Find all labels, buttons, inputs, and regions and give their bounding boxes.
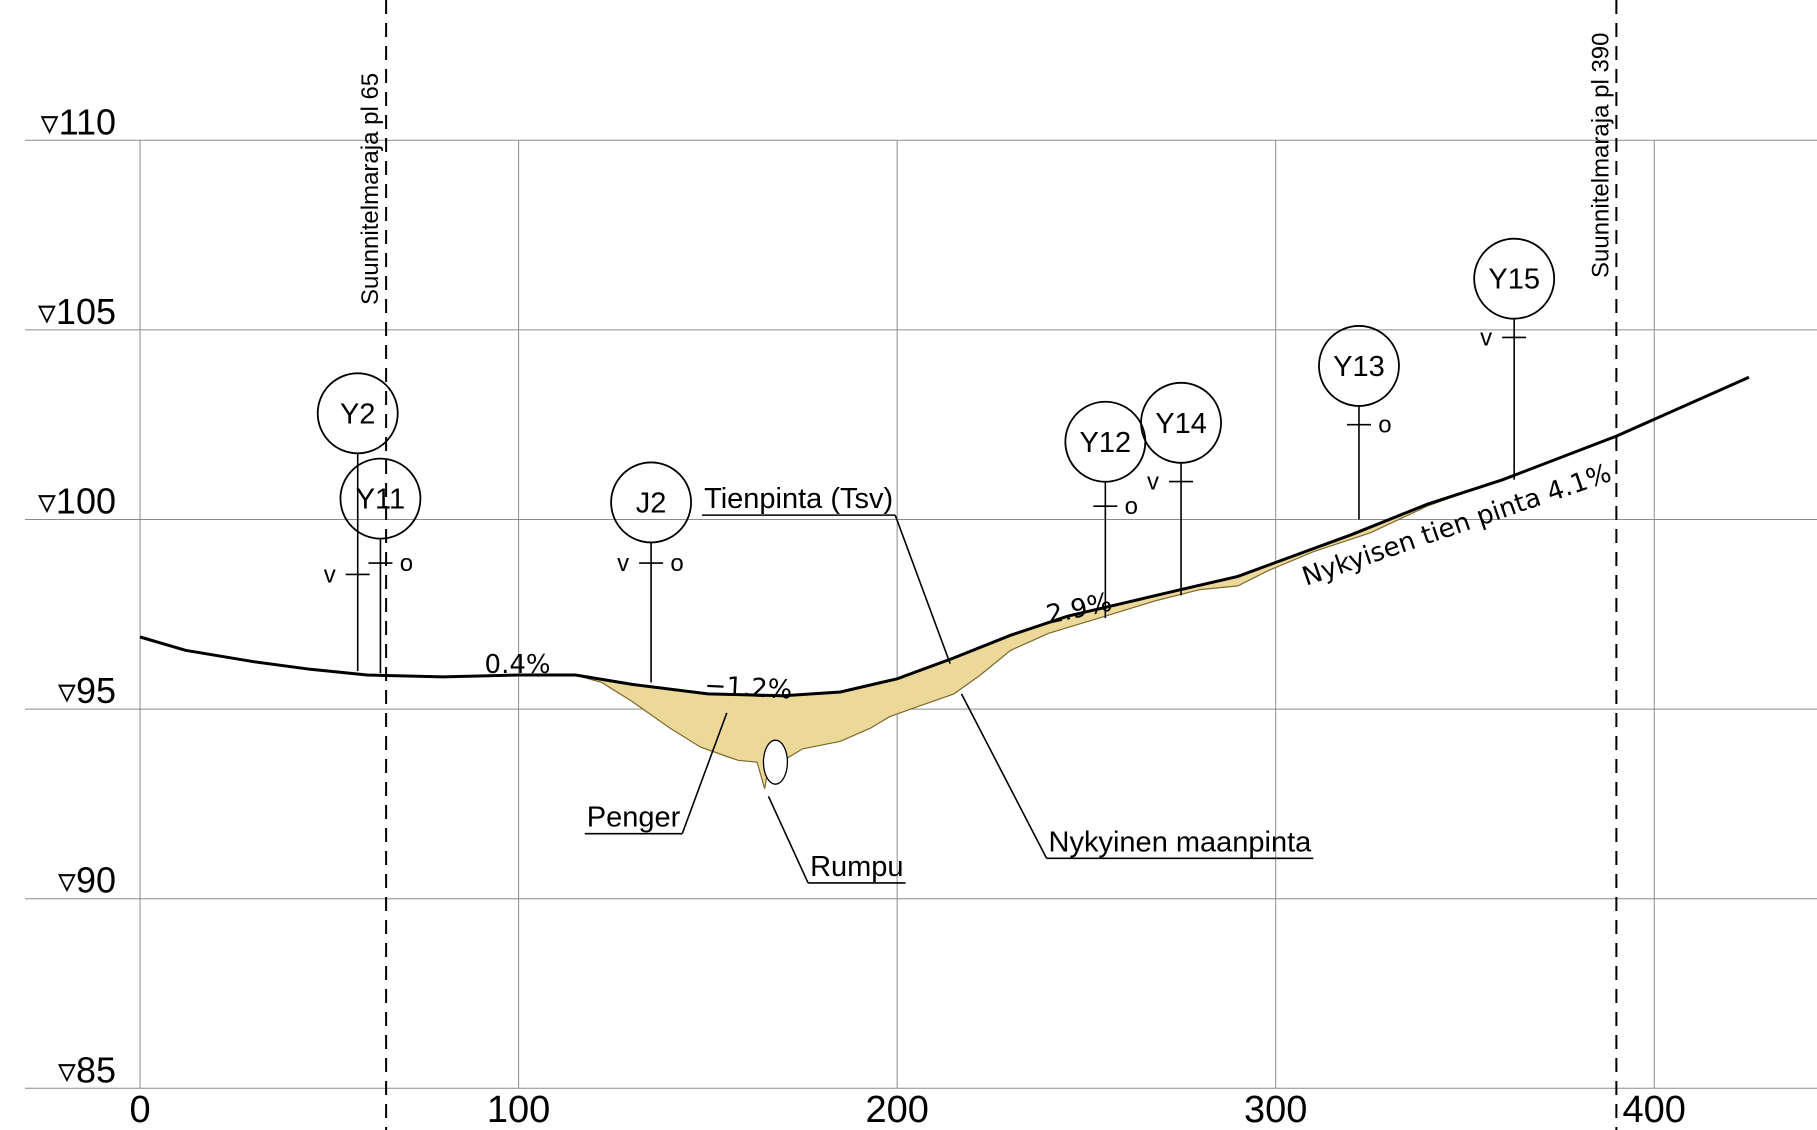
y-tick-label: ▿110: [41, 101, 116, 142]
point-circle: [316, 372, 399, 455]
point-id-label: Y11: [356, 484, 405, 516]
callouts: Tienpinta (Tsv) Nykyinen maanpinta Penger R…: [584, 483, 1314, 884]
tick-marker-v: v: [617, 550, 629, 577]
y-tick-label: ▿85: [58, 1049, 116, 1090]
point-id-label: Y14: [1155, 408, 1207, 440]
existing-road-surface: [139, 375, 1750, 698]
point-circle: [1318, 325, 1400, 407]
y-axis-ticks: ▿110 ▿105 ▿100 ▿95 ▿90 ▿85: [38, 101, 116, 1090]
tick-marker-o: o: [400, 550, 413, 577]
slope-label: 0.4%: [485, 650, 551, 680]
plan-boundaries: Suunnitelmaraja pl 65 Suunnitelmaraja pl …: [357, 0, 1618, 1130]
callout-label: Penger: [587, 802, 681, 834]
callout-leader: [960, 693, 1048, 859]
culvert-pipe: [762, 739, 789, 785]
x-tick-label: 200: [865, 1089, 928, 1130]
point-circle: [1473, 237, 1556, 320]
tick-marker-o: o: [670, 550, 683, 577]
slope-label: Nykyisen tien pinta 4.1%: [1298, 458, 1615, 592]
y-tick-label: ▿105: [38, 291, 116, 332]
callout-label: Rumpu: [810, 851, 904, 883]
surfaces: [139, 375, 1750, 698]
point-circle: [339, 457, 422, 540]
x-tick-label: 400: [1623, 1089, 1686, 1130]
tick-marker-o: o: [1378, 412, 1391, 439]
point-id-label: Y2: [340, 398, 375, 430]
x-tick-label: 0: [129, 1089, 150, 1130]
x-axis-ticks: 0 100 200 300 400: [129, 1089, 1685, 1130]
ground-line: [575, 484, 1485, 789]
tick-marker-o: o: [1125, 493, 1138, 520]
x-tick-label: 300: [1244, 1089, 1307, 1130]
tick-marker-v: v: [1147, 469, 1159, 496]
point-circle: [1140, 381, 1222, 464]
point-id-label: J2: [636, 487, 667, 519]
embankment-fill: [575, 484, 1485, 789]
tick-marker-v: v: [1480, 324, 1492, 351]
slope-label: 2.9%: [1044, 588, 1115, 631]
y-tick-label: ▿90: [58, 860, 116, 901]
callout-leader: [894, 514, 951, 664]
y-tick-label: ▿100: [38, 480, 116, 521]
point-id-label: Y15: [1488, 264, 1540, 296]
x-tick-label: 100: [487, 1089, 550, 1130]
y-tick-label: ▿95: [58, 670, 116, 711]
callout-label: Tienpinta (Tsv): [704, 483, 893, 515]
plan-boundary-label: Suunnitelmaraja pl 65: [357, 73, 384, 305]
callout-leader: [767, 795, 809, 884]
plan-boundary-label: Suunnitelmaraja pl 390: [1587, 33, 1614, 279]
point-id-label: Y13: [1333, 351, 1385, 383]
slope-label: −1.2%: [704, 671, 793, 706]
point-circle: [610, 461, 692, 544]
grid: [25, 139, 1817, 1089]
tick-marker-v: v: [324, 561, 336, 588]
callout-label: Nykyinen maanpinta: [1049, 826, 1313, 858]
fill-area: [575, 485, 1484, 789]
point-id-label: Y12: [1080, 427, 1132, 459]
callout-leader: [681, 712, 728, 834]
